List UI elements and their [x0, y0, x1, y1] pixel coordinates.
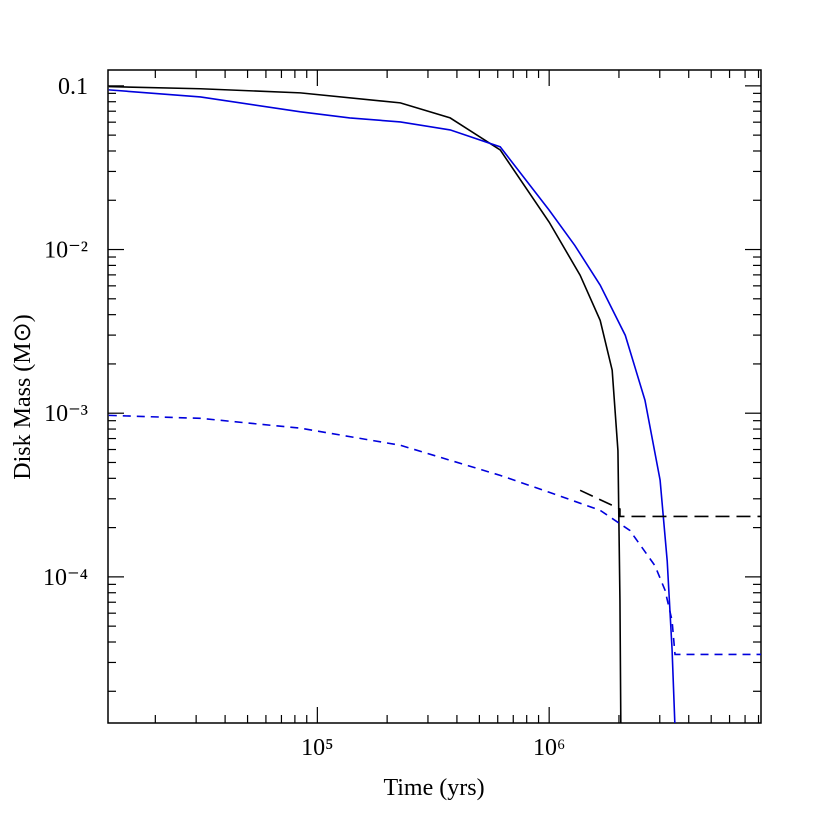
- series-line: [108, 414, 761, 656]
- x-tick-label: 10⁵: [301, 735, 333, 761]
- x-axis-label: Time (yrs): [383, 775, 484, 801]
- y-tick-label: 10⁻³: [44, 401, 88, 427]
- y-tick-label: 0.1: [58, 74, 88, 100]
- series-line: [108, 85, 622, 723]
- plot-area: [108, 85, 761, 723]
- y-tick-label: 10⁻⁴: [43, 565, 88, 591]
- series-line: [579, 489, 761, 518]
- y-axis-label: Disk Mass (M⊙): [10, 314, 36, 479]
- x-tick-label: 10⁶: [533, 735, 565, 761]
- y-tick-label: 10⁻²: [44, 238, 88, 264]
- series-line: [108, 89, 676, 723]
- plot-frame: [107, 69, 762, 724]
